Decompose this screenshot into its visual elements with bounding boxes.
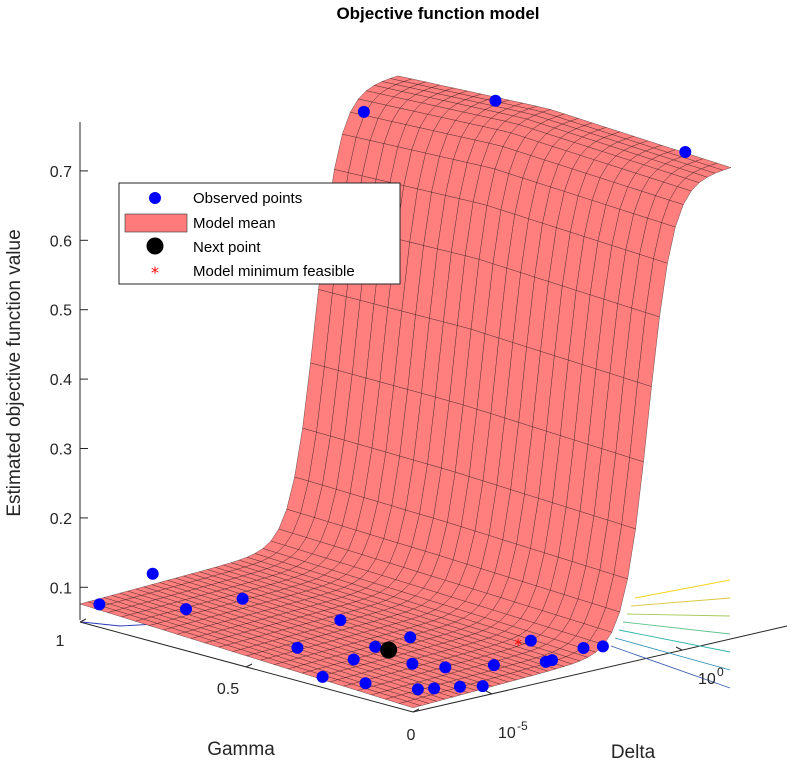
contour-line bbox=[610, 645, 731, 689]
y-tick-exponent: 0 bbox=[717, 665, 724, 679]
model-minimum-feasible-point: * bbox=[514, 635, 522, 654]
observed-point bbox=[347, 653, 360, 666]
y-tick bbox=[485, 690, 493, 695]
contour-line bbox=[618, 629, 731, 653]
contour-line bbox=[614, 637, 731, 671]
observed-point bbox=[180, 603, 192, 616]
next-point bbox=[380, 641, 398, 659]
surface-patch bbox=[398, 701, 422, 709]
x-axis-label: Gamma bbox=[207, 739, 275, 760]
observed-point bbox=[316, 670, 329, 683]
z-tick-label: 0.4 bbox=[50, 372, 72, 389]
z-tick-label: 0.1 bbox=[50, 580, 72, 597]
legend-min-feasible-marker: * bbox=[151, 263, 159, 282]
observed-point bbox=[404, 631, 417, 644]
observed-point bbox=[236, 592, 249, 605]
contour-line bbox=[634, 579, 731, 599]
observed-point bbox=[146, 567, 159, 580]
z-tick-label: 0.2 bbox=[50, 511, 72, 528]
z-tick-label: 0.3 bbox=[50, 442, 72, 459]
observed-point bbox=[577, 642, 590, 654]
z-axis-label: Estimated objective function value bbox=[4, 229, 25, 516]
legend-box bbox=[118, 182, 401, 285]
observed-point bbox=[369, 640, 382, 653]
y-tick-label: 10 bbox=[698, 671, 716, 688]
observed-point bbox=[524, 634, 537, 647]
observed-point bbox=[487, 659, 500, 672]
observed-point bbox=[291, 641, 304, 654]
contour-line bbox=[622, 621, 731, 635]
observed-point bbox=[476, 680, 489, 693]
contour-line bbox=[630, 597, 731, 607]
legend-observed-label: Observed points bbox=[193, 190, 302, 207]
y-tick-exponent: -5 bbox=[517, 719, 528, 733]
legend-min-feasible-label: Model minimum feasible bbox=[193, 263, 355, 280]
legend-model-mean-label: Model mean bbox=[193, 215, 276, 232]
observed-point bbox=[334, 614, 347, 627]
observed-point bbox=[411, 683, 424, 696]
z-tick-label: 0.7 bbox=[50, 164, 72, 181]
legend: Observed points Model mean Next point * … bbox=[118, 182, 401, 285]
x-tick bbox=[245, 663, 253, 668]
legend-next-point-marker bbox=[146, 237, 164, 255]
chart-title: Objective function model bbox=[336, 4, 539, 23]
contour-layer bbox=[81, 579, 731, 689]
observed-point bbox=[546, 654, 558, 667]
points-layer: * bbox=[93, 94, 692, 696]
observed-point bbox=[596, 640, 609, 653]
x-tick-label: 1 bbox=[56, 633, 65, 650]
legend-next-point-label: Next point bbox=[193, 239, 261, 256]
x-tick-label: 0 bbox=[407, 727, 416, 744]
observed-point bbox=[359, 677, 372, 690]
y-tick-label: 10 bbox=[498, 725, 516, 742]
observed-point bbox=[406, 657, 419, 670]
observed-point bbox=[428, 682, 441, 695]
z-tick-label: 0.6 bbox=[50, 233, 72, 250]
y-axis-line bbox=[412, 625, 788, 713]
x-tick bbox=[79, 618, 87, 623]
y-tick bbox=[675, 646, 683, 651]
observed-point bbox=[93, 598, 106, 611]
x-tick bbox=[412, 708, 420, 713]
x-tick-label: 0.5 bbox=[217, 681, 239, 698]
contour-line bbox=[626, 613, 731, 617]
legend-model-mean-patch bbox=[124, 213, 188, 233]
observed-point bbox=[454, 680, 466, 693]
z-tick-label: 0.5 bbox=[50, 303, 72, 320]
observed-point bbox=[489, 94, 502, 107]
y-axis-label: Delta bbox=[611, 742, 656, 763]
surface-layer bbox=[79, 75, 732, 709]
legend-observed-marker bbox=[149, 192, 161, 204]
observed-point bbox=[679, 146, 692, 158]
observed-point bbox=[357, 105, 370, 118]
observed-point bbox=[439, 661, 452, 674]
